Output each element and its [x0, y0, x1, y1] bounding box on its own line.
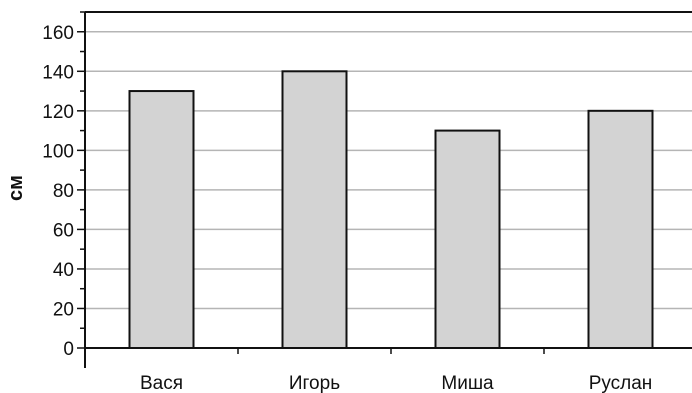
bar: [587, 109, 654, 349]
x-category-label: Руслан: [589, 373, 653, 393]
x-axis-categories: Вася Игорь Миша Руслан: [140, 348, 652, 393]
y-tick-label: 40: [53, 260, 74, 281]
bar: [434, 129, 501, 349]
y-tick-label: 60: [53, 220, 74, 241]
bar: [281, 70, 348, 349]
y-axis-ticks: 0 20 40 60 80 100 120 140 160: [42, 11, 85, 360]
bar: [128, 90, 195, 349]
y-tick-label: 160: [42, 23, 74, 44]
y-tick-label: 140: [42, 62, 74, 83]
x-category-label: Игорь: [289, 373, 340, 393]
y-tick-label: 120: [42, 102, 74, 123]
y-axis-title: см: [5, 175, 27, 201]
x-category-label: Миша: [441, 373, 494, 393]
y-tick-label: 100: [42, 141, 74, 162]
y-tick-label: 0: [63, 339, 74, 360]
bars: [128, 70, 654, 349]
y-tick-label: 80: [53, 181, 74, 202]
x-category-label: Вася: [140, 373, 183, 393]
y-tick-label: 20: [53, 299, 74, 320]
